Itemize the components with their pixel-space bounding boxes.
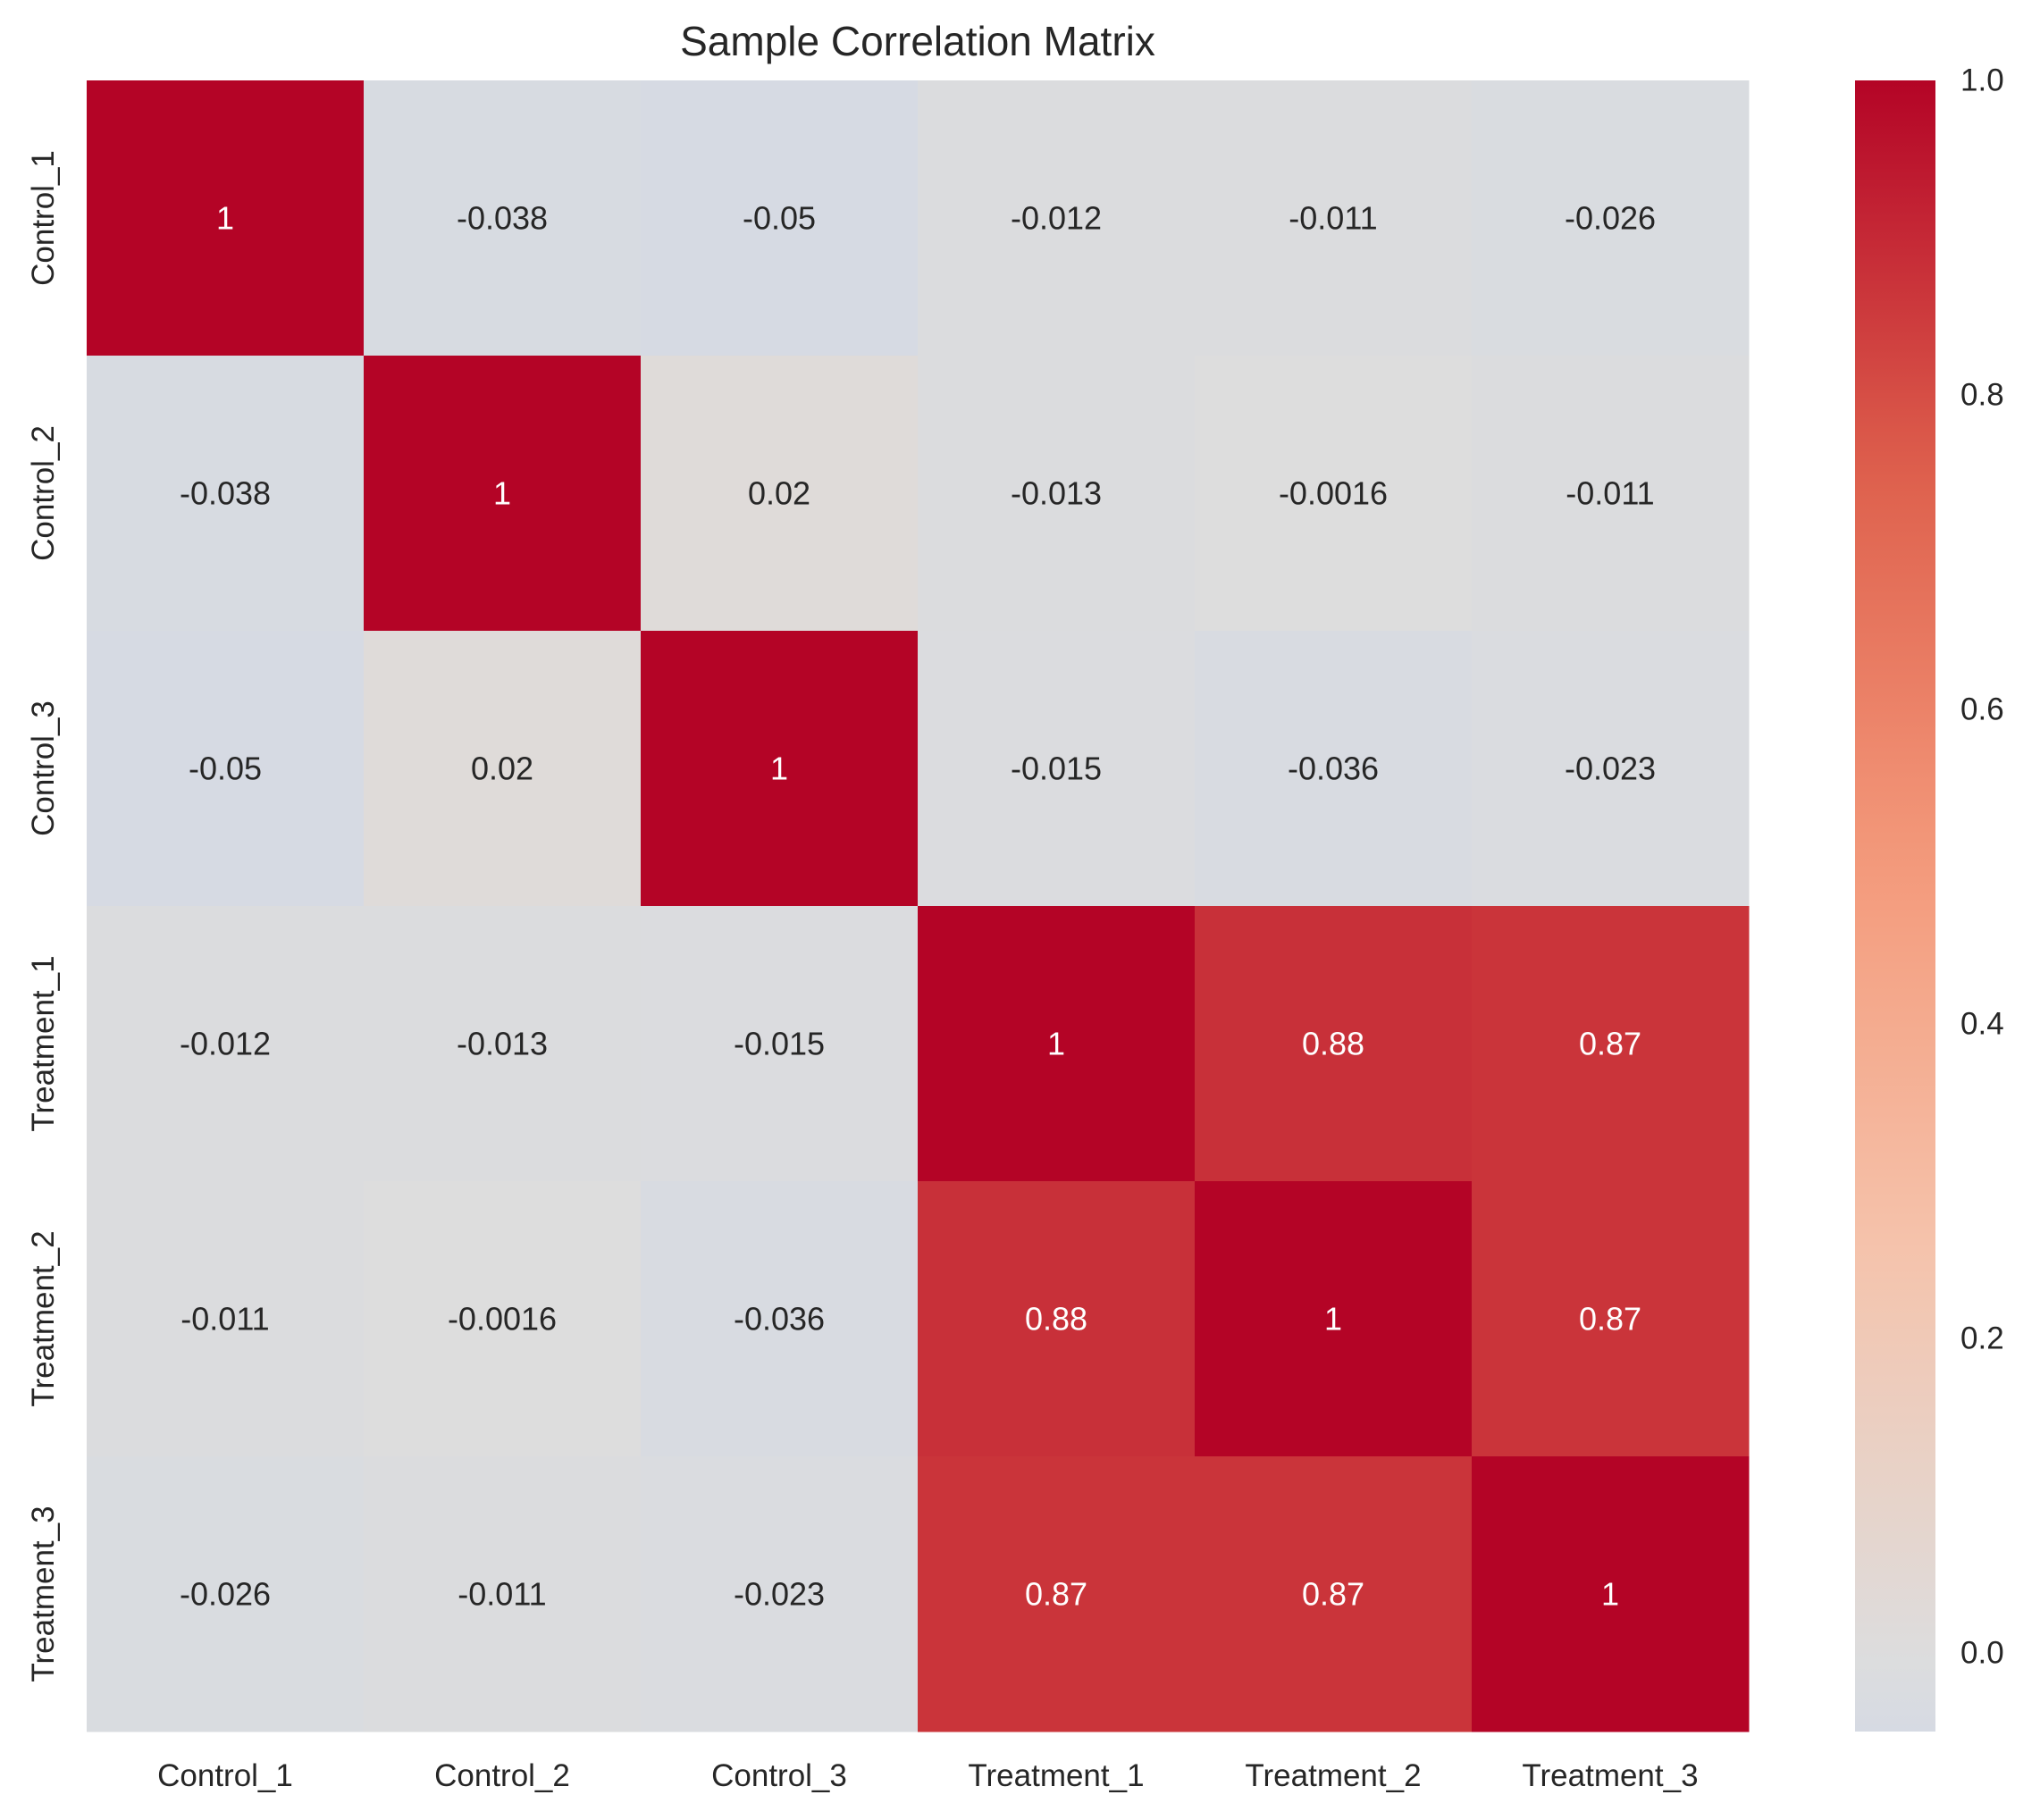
heatmap-cell xyxy=(87,356,365,632)
x-tick-label: Treatment_2 xyxy=(1245,1758,1421,1793)
cell-value-label: 0.87 xyxy=(1025,1576,1087,1613)
y-tick-label: Treatment_2 xyxy=(26,1230,61,1406)
cell-value-label: 1 xyxy=(1601,1576,1619,1613)
heatmap-cell xyxy=(1472,80,1750,356)
cell-value-label: -0.013 xyxy=(457,1026,548,1062)
cell-value-label: -0.026 xyxy=(1565,200,1656,237)
cell-value-label: -0.012 xyxy=(1011,200,1102,237)
cell-value-label: -0.013 xyxy=(1011,475,1102,512)
heatmap-cell xyxy=(918,80,1196,356)
heatmap-cell xyxy=(918,1456,1196,1732)
heatmap-cell xyxy=(1195,906,1473,1182)
heatmap-cell xyxy=(641,1456,919,1732)
heatmap-cell xyxy=(641,631,919,907)
colorbar-tick-label: 1.0 xyxy=(1960,63,2004,98)
cell-value-label: -0.015 xyxy=(1011,751,1102,787)
y-axis-tick-labels: Control_1 Control_2 Control_3 Treatment_1 Tr… xyxy=(26,150,61,1682)
cell-value-label: 1 xyxy=(1324,1301,1342,1338)
cell-value-label: 1 xyxy=(1047,1026,1065,1062)
heatmap-cell xyxy=(1472,1456,1750,1732)
heatmap-cell xyxy=(1195,631,1473,907)
heatmap-cell xyxy=(1472,1181,1750,1457)
heatmap-cell xyxy=(641,1181,919,1457)
cell-value-label: -0.036 xyxy=(1288,751,1379,787)
heatmap-cell xyxy=(87,631,365,907)
colorbar-tick-label: 0.0 xyxy=(1960,1636,2004,1671)
heatmap-cell xyxy=(87,80,365,356)
heatmap-cell xyxy=(1472,356,1750,632)
heatmap-cell xyxy=(918,356,1196,632)
y-tick-label: Control_1 xyxy=(26,150,61,286)
heatmap-cell xyxy=(918,631,1196,907)
cell-value-label: 0.87 xyxy=(1579,1026,1641,1062)
colorbar-tick-label: 0.4 xyxy=(1960,1007,2004,1042)
cell-value-label: -0.011 xyxy=(458,1576,546,1613)
cell-value-label: -0.038 xyxy=(180,475,271,512)
heatmap-cell xyxy=(87,906,365,1182)
cell-value-label: -0.012 xyxy=(180,1026,271,1062)
colorbar-tick-label: 0.6 xyxy=(1960,692,2004,727)
colorbar-tick-labels: 0.0 0.2 0.4 0.6 0.8 1.0 xyxy=(1960,63,2004,1671)
cell-value-label: 0.87 xyxy=(1302,1576,1364,1613)
x-tick-label: Control_2 xyxy=(434,1758,570,1793)
x-tick-label: Control_3 xyxy=(711,1758,847,1793)
heatmap-cell xyxy=(1195,356,1473,632)
heatmap-cell xyxy=(364,1456,642,1732)
heatmap-cell xyxy=(918,1181,1196,1457)
heatmap-cell xyxy=(641,80,919,356)
cell-value-label: -0.011 xyxy=(1566,475,1654,512)
x-axis-tick-labels: Control_1 Control_2 Control_3 Treatment_1 Tr… xyxy=(157,1758,1698,1793)
cell-value-label: 0.87 xyxy=(1579,1301,1641,1338)
colorbar-tick-label: 0.8 xyxy=(1960,378,2004,413)
cell-value-label: -0.0016 xyxy=(448,1301,557,1338)
cell-value-label: -0.023 xyxy=(734,1576,825,1613)
heatmap-cell-labels: 1 -0.038 -0.05 -0.012 -0.011 -0.026 -0.038 1 0.0… xyxy=(180,200,1656,1613)
cell-value-label: 0.02 xyxy=(748,475,810,512)
cell-value-label: -0.015 xyxy=(734,1026,825,1062)
y-tick-label: Control_3 xyxy=(26,700,61,836)
heatmap-cell xyxy=(1472,631,1750,907)
heatmap-cell xyxy=(1195,1456,1473,1732)
heatmap-cells xyxy=(87,80,1750,1732)
cell-value-label: -0.05 xyxy=(189,751,262,787)
cell-value-label: -0.0016 xyxy=(1279,475,1388,512)
heatmap-cell xyxy=(641,356,919,632)
cell-value-label: 1 xyxy=(216,200,234,237)
y-tick-label: Control_2 xyxy=(26,425,61,561)
y-tick-label: Treatment_1 xyxy=(26,955,61,1131)
cell-value-label: 1 xyxy=(493,475,511,512)
heatmap-cell xyxy=(641,906,919,1182)
cell-value-label: 0.88 xyxy=(1025,1301,1087,1338)
heatmap-cell xyxy=(364,1181,642,1457)
heatmap-cell xyxy=(87,1181,365,1457)
heatmap-cell xyxy=(1195,1181,1473,1457)
heatmap-cell xyxy=(918,906,1196,1182)
cell-value-label: -0.011 xyxy=(180,1301,269,1338)
cell-value-label: -0.026 xyxy=(180,1576,271,1613)
heatmap-cell xyxy=(87,1456,365,1732)
colorbar-tick-label: 0.2 xyxy=(1960,1321,2004,1356)
x-tick-label: Treatment_1 xyxy=(968,1758,1144,1793)
cell-value-label: -0.011 xyxy=(1289,200,1377,237)
colorbar xyxy=(1855,80,1935,1732)
y-tick-label: Treatment_3 xyxy=(26,1505,61,1682)
heatmap-cell xyxy=(364,906,642,1182)
cell-value-label: 0.88 xyxy=(1302,1026,1364,1062)
cell-value-label: -0.023 xyxy=(1565,751,1656,787)
x-tick-label: Control_1 xyxy=(157,1758,293,1793)
heatmap-cell xyxy=(1472,906,1750,1182)
x-tick-label: Treatment_3 xyxy=(1522,1758,1698,1793)
heatmap-cell xyxy=(364,356,642,632)
cell-value-label: -0.05 xyxy=(743,200,816,237)
heatmap-cell xyxy=(364,80,642,356)
chart-title: Sample Correlation Matrix xyxy=(680,18,1155,64)
cell-value-label: -0.038 xyxy=(457,200,548,237)
cell-value-label: 1 xyxy=(770,751,788,787)
cell-value-label: -0.036 xyxy=(734,1301,825,1338)
heatmap-cell xyxy=(364,631,642,907)
heatmap-cell xyxy=(1195,80,1473,356)
cell-value-label: 0.02 xyxy=(471,751,533,787)
